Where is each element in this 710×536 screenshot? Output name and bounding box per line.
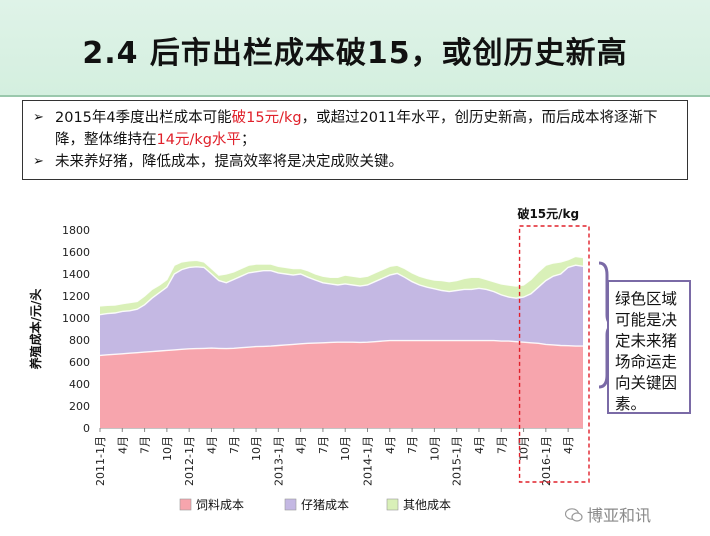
- x-tick-label: 7月: [139, 436, 152, 454]
- x-tick-label: 4月: [116, 436, 129, 454]
- x-tick-label: 10月: [428, 436, 441, 461]
- x-tick-label: 10月: [250, 436, 263, 461]
- y-tick-label: 400: [69, 378, 90, 391]
- x-tick-label: 4月: [562, 436, 575, 454]
- bullet-1-part-2: 破15元/kg: [231, 110, 302, 126]
- arrow-bullet-icon: ➢: [33, 154, 44, 169]
- wechat-icon: [565, 508, 583, 522]
- x-tick-label: 2013-1月: [272, 436, 285, 486]
- x-tick-label: 10月: [339, 436, 352, 461]
- footer-text: 博亚和讯: [587, 506, 652, 525]
- x-tick-label: 4月: [473, 436, 486, 454]
- bullet-box: ➢ 2015年4季度出栏成本可能破15元/kg，或超过2011年水平，创历史新高…: [22, 100, 688, 180]
- y-tick-label: 800: [69, 334, 90, 347]
- bullet-1: ➢ 2015年4季度出栏成本可能破15元/kg，或超过2011年水平，创历史新高…: [33, 107, 677, 151]
- y-tick-label: 0: [83, 422, 90, 435]
- callout-box: 绿色区域可能是决定未来猪场命运走向关键因素。: [607, 280, 691, 414]
- y-tick-label: 1000: [62, 312, 90, 325]
- y-tick-label: 1600: [62, 246, 90, 259]
- x-tick-label: 2014-1月: [362, 436, 375, 486]
- legend-swatch: [284, 498, 297, 511]
- bullet-1-part-1: 2015年4季度出栏成本可能: [55, 110, 232, 126]
- chart-container: 0 200 400 600 800 1000 1200 1400 1600 1800 养殖成本/元/…: [0, 188, 710, 532]
- highlight-region: [518, 225, 590, 483]
- x-tick-label: 4月: [384, 436, 397, 454]
- legend-swatch: [386, 498, 399, 511]
- legend-swatch: [179, 498, 192, 511]
- x-tick-label: 7月: [406, 436, 419, 454]
- title-banner: 2.4 后市出栏成本破15，或创历史新高: [0, 0, 710, 97]
- x-tick-label: 2016-1月: [540, 436, 553, 486]
- y-tick-label: 600: [69, 356, 90, 369]
- bullet-1-part-4: 14元/kg水平: [156, 132, 241, 148]
- area-feed: [100, 340, 583, 428]
- y-tick-label: 1200: [62, 290, 90, 303]
- y-axis-title: 养殖成本/元/头: [28, 289, 43, 371]
- series-line-feed: [99, 339, 583, 357]
- x-tick-label: 2015-1月: [451, 436, 464, 486]
- x-tick-label: 7月: [495, 436, 508, 454]
- bullet-2-part-1: 未来养好猪，降低成本，提高效率将是决定成败关键。: [55, 154, 403, 170]
- y-tick-label: 1800: [62, 224, 90, 237]
- y-tick-label: 1400: [62, 268, 90, 281]
- y-tick-label: 200: [69, 400, 90, 413]
- footer-logo: 博亚和讯: [565, 502, 651, 526]
- legend-label: 饲料成本: [196, 498, 244, 512]
- legend-label: 仔猪成本: [301, 498, 349, 512]
- x-tick-label: 4月: [295, 436, 308, 454]
- page-title: 2.4 后市出栏成本破15，或创历史新高: [82, 36, 628, 71]
- cost-area-chart: 0 200 400 600 800 1000 1200 1400 1600 1800 养殖成本/元/…: [28, 206, 618, 512]
- x-tick-label: 2011-1月: [94, 436, 107, 486]
- bullet-1-part-5: ；: [240, 132, 256, 148]
- x-tick-label: 7月: [317, 436, 330, 454]
- x-tick-label: 10月: [518, 436, 531, 461]
- bullet-1-part-3: ，或超过2011年水平，创历史新高，而后成本将逐渐下降，整体维持在: [55, 110, 658, 148]
- legend-label: 其他成本: [403, 498, 451, 512]
- arrow-bullet-icon: ➢: [33, 110, 44, 125]
- x-tick-label: 2012-1月: [183, 436, 196, 486]
- x-tick-label: 10月: [161, 436, 174, 461]
- highlight-label: 破15元/kg: [517, 206, 579, 221]
- series-line-piglet: [99, 264, 584, 316]
- x-tick-label: 4月: [205, 436, 218, 454]
- x-tick-label: 7月: [228, 436, 241, 454]
- series-line-other: [99, 255, 584, 307]
- bullet-2: ➢ 未来养好猪，降低成本，提高效率将是决定成败关键。: [33, 151, 677, 173]
